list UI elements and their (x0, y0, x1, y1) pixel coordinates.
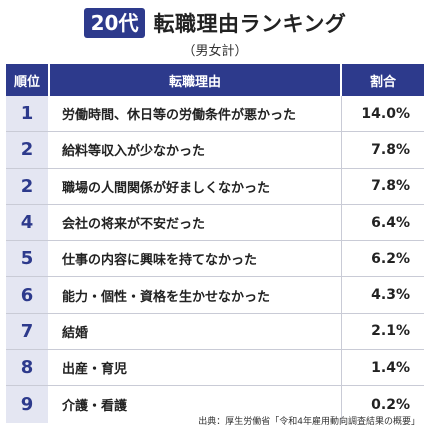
reason-cell: 労働時間、休日等の労働条件が悪かった (50, 96, 342, 132)
table-row: 2 職場の人間関係が好ましくなかった 7.8% (6, 168, 424, 205)
rank-cell: 2 (6, 132, 50, 168)
table-body: 1 労働時間、休日等の労働条件が悪かった 14.0% 2 給料等収入が少なかった 7.8%… (6, 96, 424, 423)
reason-cell: 結婚 (50, 313, 342, 350)
subtitle: （男女計） (182, 44, 248, 59)
source-note: 出典：厚生労働省「令和4年雇用動向調査結果の概要」 (198, 417, 420, 427)
age-badge: 20代 (83, 8, 146, 38)
table-row: 7 結婚 2.1% (6, 313, 424, 351)
header-percent: 割合 (369, 74, 396, 90)
table-row: 6 能力・個性・資格を生かせなかった 4.3% (6, 277, 424, 314)
rank-cell: 2 (6, 168, 50, 204)
rank-cell: 4 (6, 204, 50, 241)
table-row: 8 出産・育児 1.4% (6, 350, 424, 387)
reason-cell: 職場の人間関係が好ましくなかった (50, 168, 342, 204)
reason-cell: 会社の将来が不安だった (50, 204, 342, 241)
rank-cell: 9 (6, 386, 50, 423)
table-row: 1 労働時間、休日等の労働条件が悪かった 14.0% (6, 96, 424, 133)
rank-cell: 8 (6, 350, 50, 386)
header-reason: 転職理由 (50, 64, 342, 96)
rank-cell: 7 (6, 313, 50, 350)
percent-cell: 7.8% (371, 141, 410, 158)
percent-cell: 2.1% (371, 323, 410, 340)
reason-cell: 給料等収入が少なかった (50, 132, 342, 168)
percent-cell: 4.3% (371, 287, 410, 304)
page-title: 転職理由ランキング (153, 12, 347, 36)
percent-cell: 6.4% (371, 214, 410, 231)
reason-cell: 仕事の内容に興味を持てなかった (50, 241, 342, 277)
reason-cell: 介護・看護 (50, 386, 342, 423)
percent-cell: 6.2% (371, 250, 410, 267)
header-rank: 順位 (6, 64, 50, 96)
percent-cell: 7.8% (371, 178, 410, 195)
table-row: 4 会社の将来が不安だった 6.4% (6, 204, 424, 242)
rank-cell: 1 (6, 96, 50, 132)
percent-cell: 0.2% (371, 396, 410, 413)
percent-cell: 1.4% (371, 359, 410, 376)
reason-cell: 能力・個性・資格を生かせなかった (50, 277, 342, 313)
table-row: 2 給料等収入が少なかった 7.8% (6, 132, 424, 169)
ranking-table: 順位 転職理由 割合 1 労働時間、休日等の労働条件が悪かった 14.0% 2 給料等収… (6, 64, 424, 423)
table-row: 9 介護・看護 0.2% (6, 386, 424, 423)
table-row: 5 仕事の内容に興味を持てなかった 6.2% (6, 241, 424, 278)
rank-cell: 5 (6, 241, 50, 277)
rank-cell: 6 (6, 277, 50, 313)
title-row: 20代 転職理由ランキング (0, 6, 430, 40)
table-header: 順位 転職理由 割合 (6, 64, 424, 96)
percent-cell: 14.0% (361, 105, 410, 122)
reason-cell: 出産・育児 (50, 350, 342, 386)
